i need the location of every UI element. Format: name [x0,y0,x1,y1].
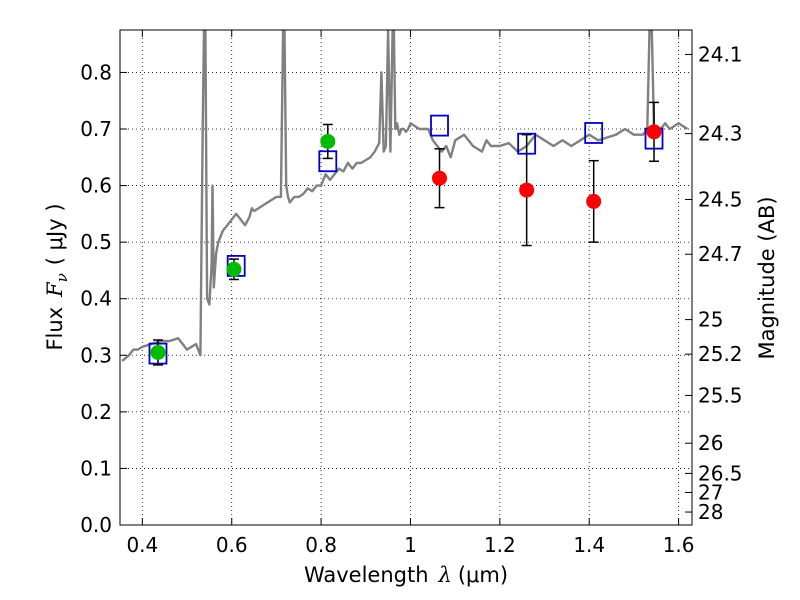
mag-tick-label: 24.5 [698,187,743,211]
x-tick-label: 0.4 [126,533,158,557]
mag-tick-label: 26.5 [698,461,743,485]
mag-tick-label: 27 [698,480,723,504]
data-point-circle [646,124,662,140]
y-axis-label: FluxFν( μJy ) [43,203,71,350]
data-point-circle [226,261,242,277]
data-points [148,101,664,366]
y-tick-label: 0.7 [80,117,112,141]
data-point-circle [432,170,448,186]
data-point-circle [519,182,535,198]
y-tick-label: 0.2 [80,400,112,424]
x-tick-label: 1.6 [663,533,695,557]
mag-tick-label: 26 [698,431,723,455]
data-point-circle [150,344,166,360]
model-point-square [584,122,604,144]
x-tick-label: 0.8 [305,533,337,557]
data-point-circle [320,133,336,149]
y-tick-label: 0.4 [80,287,112,311]
data-point-circle [586,193,602,209]
mag-tick-label: 25.2 [698,342,743,366]
y-tick-label: 0.6 [80,174,112,198]
y-tick-label: 0.3 [80,343,112,367]
mag-tick-label: 24.3 [698,122,743,146]
model-sed-curve [121,30,689,362]
mag-tick-label: 25 [698,308,723,332]
y-tick-label: 0.0 [80,513,112,537]
mag-tick-label: 25.5 [698,383,743,407]
x-tick-label: 1 [404,533,417,557]
x-axis-label: Wavelength λ (μm) [304,563,508,587]
y-tick-label: 0.8 [80,60,112,84]
plot-frame [119,29,693,526]
y2-axis-label: Magnitude (AB) [755,196,779,359]
mag-tick-label: 24.7 [698,242,743,266]
y-tick-label: 0.5 [80,230,112,254]
y-tick-label: 0.1 [80,456,112,480]
mag-tick-label: 28 [698,500,723,524]
mag-tick-label: 24.1 [698,42,743,66]
x-tick-label: 1.4 [573,533,605,557]
model-point-square [430,114,449,137]
axis-ticks: 0.4 0.6 0.8 1 1.2 1.4 1.6 0.0 0.1 0.2 0.3 0.4 0.5 0.6… [80,30,743,557]
x-tick-label: 0.6 [216,533,248,557]
x-tick-label: 1.2 [484,533,516,557]
sed-line [121,30,689,362]
